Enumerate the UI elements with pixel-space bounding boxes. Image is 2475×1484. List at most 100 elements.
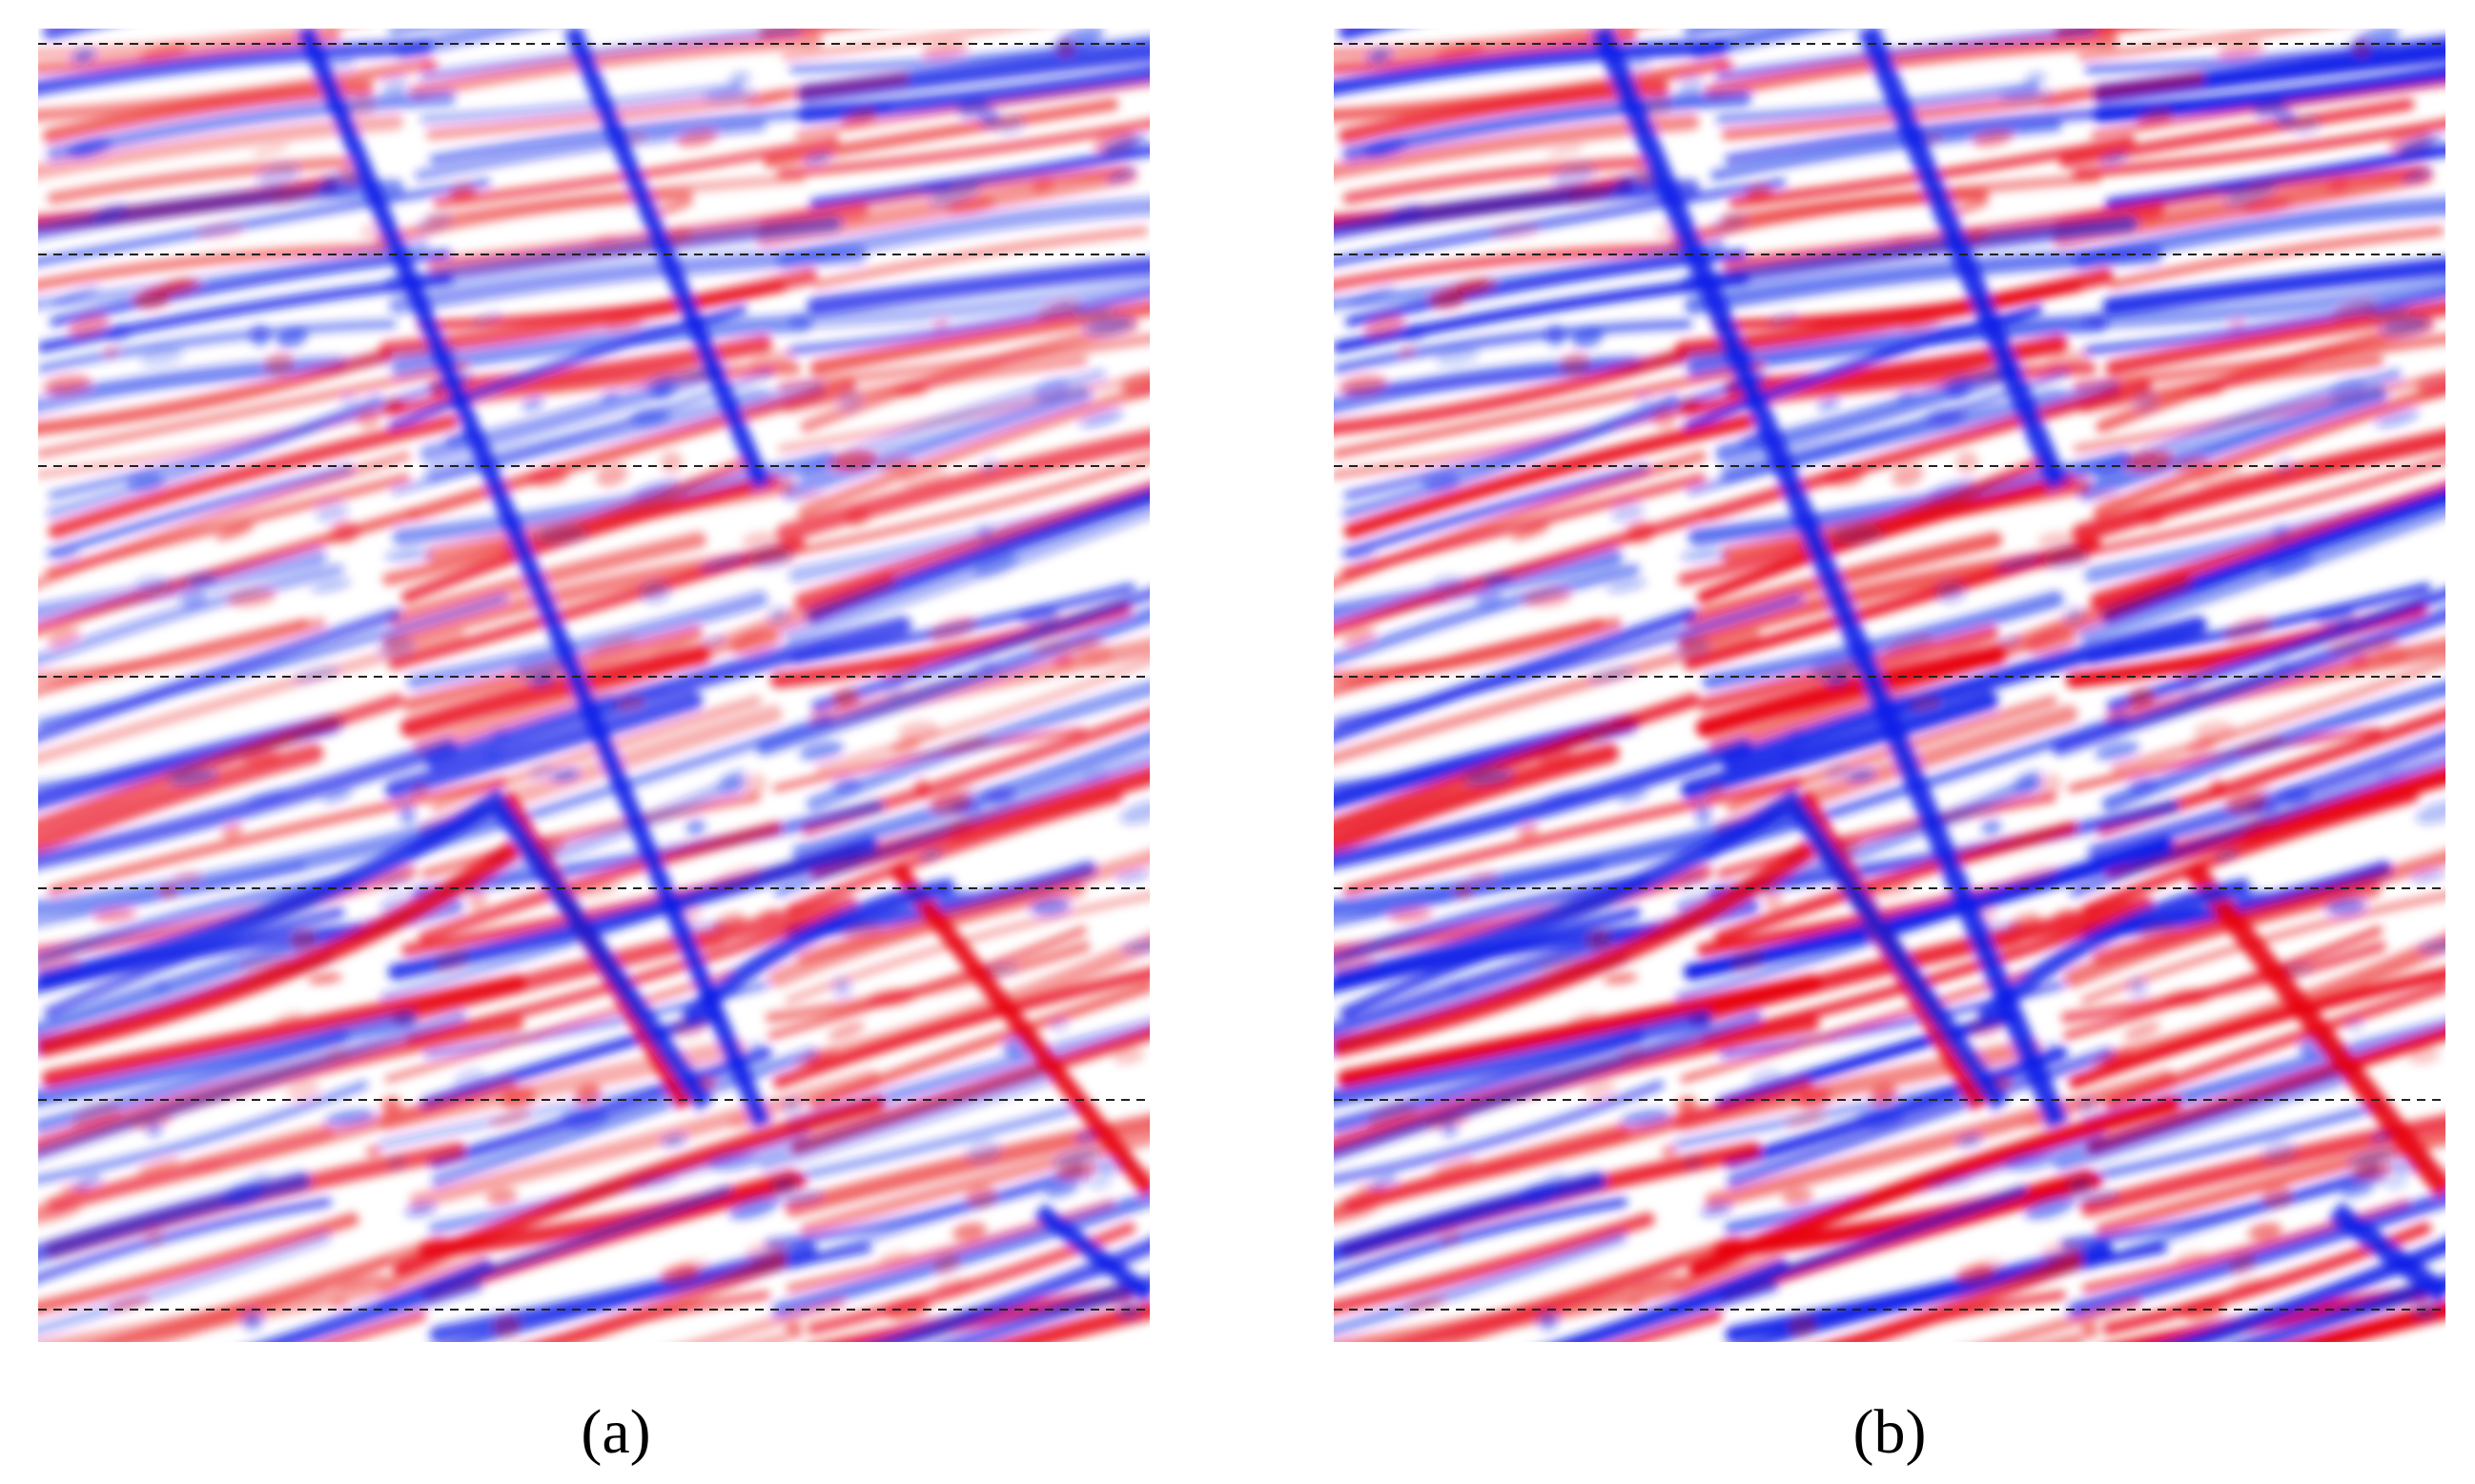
speckle <box>2036 532 2074 547</box>
reflector <box>406 591 768 690</box>
fault <box>38 840 521 1058</box>
speckle <box>1468 871 1498 883</box>
speckle <box>1711 213 1749 233</box>
reflector <box>38 30 341 75</box>
speckle <box>276 327 308 348</box>
reflector <box>763 98 1119 168</box>
reflector <box>685 1297 846 1342</box>
reflector <box>38 608 401 742</box>
reflector <box>44 906 345 1018</box>
speckle <box>1582 1080 1617 1102</box>
speckle <box>1682 1154 1703 1171</box>
speckle <box>962 1307 981 1322</box>
speckle <box>2080 1321 2099 1339</box>
speckle <box>173 871 202 883</box>
speckle <box>2141 508 2166 527</box>
reflector <box>539 1252 788 1342</box>
reflector <box>1573 1281 1779 1342</box>
seismic-panel <box>1334 29 2445 1342</box>
speckle <box>1121 374 1150 396</box>
reflector <box>317 1311 427 1342</box>
speckle <box>535 525 588 544</box>
speckle <box>103 347 119 357</box>
reflector <box>807 256 1150 315</box>
speckle <box>2128 777 2157 793</box>
speckle <box>2411 870 2445 883</box>
speckle <box>1552 163 1596 189</box>
reflector <box>1690 29 1837 60</box>
reflector <box>413 571 896 756</box>
speckle <box>1122 939 1150 953</box>
speckle <box>1065 637 1103 651</box>
speckle <box>330 520 359 543</box>
speckle <box>435 949 469 971</box>
speckle <box>1606 579 1647 593</box>
speckle <box>1367 1103 1416 1129</box>
speckle <box>930 792 972 815</box>
speckle <box>2191 385 2225 396</box>
reflector <box>2081 1199 2411 1293</box>
speckle <box>1817 396 1840 412</box>
reflector <box>2068 967 2445 1088</box>
speckle <box>2196 466 2244 488</box>
reflector <box>809 145 1150 210</box>
speckle <box>290 727 330 738</box>
speckle <box>1677 74 1705 96</box>
speckle <box>2214 182 2250 193</box>
reflector <box>38 1212 359 1315</box>
speckle <box>2341 1182 2375 1198</box>
speckle <box>293 666 339 682</box>
speckle <box>951 1222 988 1241</box>
speckle <box>595 463 628 487</box>
speckle <box>315 501 349 523</box>
speckle <box>529 763 555 780</box>
speckle <box>1534 956 1585 971</box>
speckle <box>1768 312 1798 325</box>
speckle <box>249 324 271 347</box>
reflector <box>420 792 761 879</box>
speckle <box>2044 350 2091 372</box>
speckle <box>1619 1047 1645 1061</box>
speckle <box>1540 789 1585 804</box>
speckle <box>841 109 878 127</box>
reflector <box>2234 1274 2445 1342</box>
speckle <box>1603 973 1639 985</box>
reflector <box>430 695 762 813</box>
reflector <box>765 1165 1087 1249</box>
speckle <box>728 1194 780 1220</box>
speckle <box>995 114 1025 135</box>
reflector <box>1708 571 2192 756</box>
fault <box>2183 861 2445 1198</box>
reflectors <box>38 29 1150 1342</box>
speckle <box>1585 929 1613 950</box>
speckle <box>676 130 718 148</box>
speckle <box>399 803 417 825</box>
speckle <box>2247 1222 2283 1241</box>
speckle <box>879 1250 912 1265</box>
reflector <box>1834 1252 2083 1342</box>
speckle <box>222 1182 264 1208</box>
speckle <box>134 575 170 593</box>
speckle <box>1341 627 1377 647</box>
reflector <box>1334 1010 1763 1162</box>
speckle <box>336 1274 384 1290</box>
speckle <box>2327 177 2350 193</box>
reflector <box>429 103 892 165</box>
speckle <box>1887 234 1916 247</box>
reflector <box>1334 738 1753 869</box>
reflector <box>797 382 1150 518</box>
speckle <box>2138 922 2178 940</box>
speckle <box>1522 588 1572 607</box>
speckle <box>1796 1088 1832 1109</box>
reflector <box>774 755 1150 897</box>
speckle <box>2243 818 2270 840</box>
reflector <box>2072 429 2445 543</box>
speckle <box>492 1314 522 1338</box>
reflector <box>400 475 779 603</box>
speckle <box>72 1175 104 1189</box>
reflector <box>1696 475 2075 603</box>
speckle <box>251 144 290 157</box>
speckle <box>2228 1255 2257 1273</box>
speckle <box>142 1225 165 1247</box>
speckle <box>2063 606 2084 624</box>
